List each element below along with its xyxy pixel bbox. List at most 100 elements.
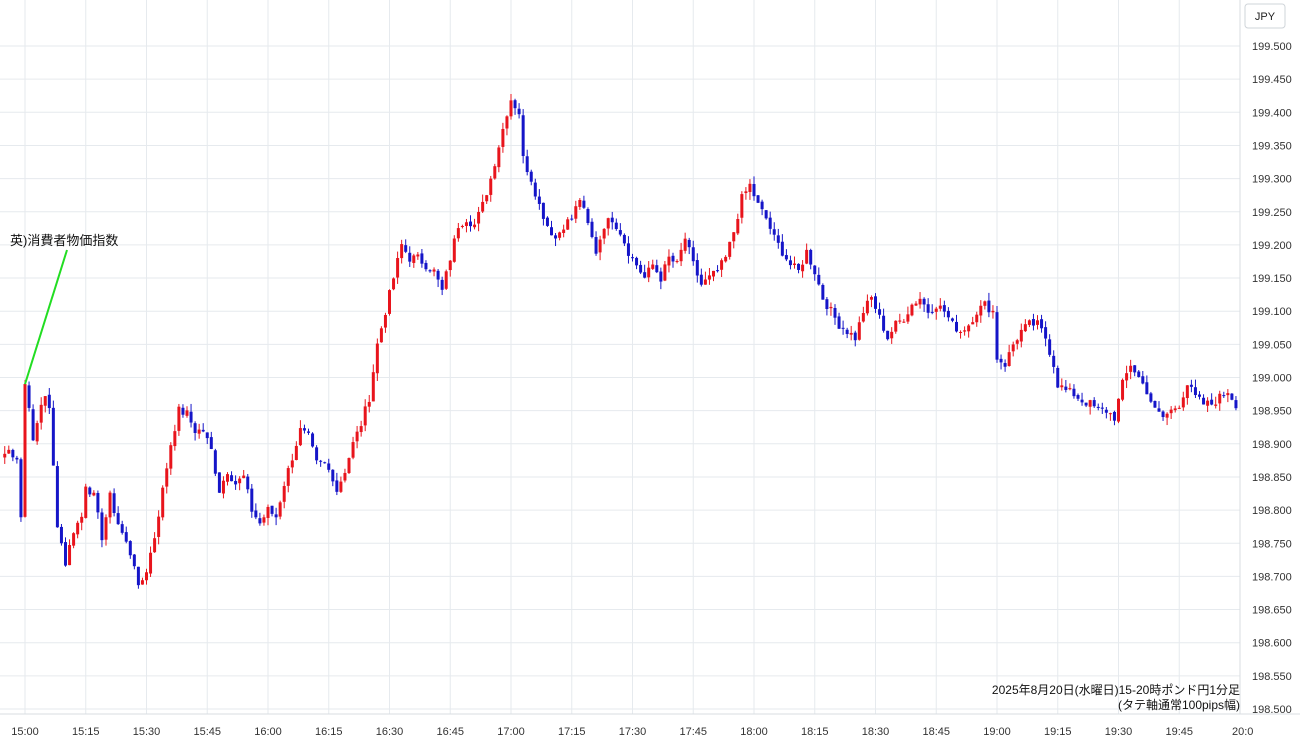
candle-body	[845, 329, 849, 335]
candle-body	[1125, 373, 1129, 381]
candle-body	[31, 409, 35, 441]
candle-body	[1092, 400, 1096, 407]
currency-label: JPY	[1255, 11, 1276, 23]
candle-body	[379, 328, 383, 343]
time-tick-label: 19:30	[1105, 726, 1133, 738]
candle-body	[1189, 384, 1193, 387]
candle-body	[136, 566, 140, 586]
price-tick-label: 199.450	[1252, 74, 1292, 86]
candle-body	[841, 327, 845, 329]
candle-body	[1031, 319, 1035, 326]
candle-body	[497, 147, 501, 168]
candle-body	[780, 241, 784, 256]
currency-label-box[interactable]	[1244, 3, 1286, 29]
price-tick-label: 199.050	[1252, 339, 1292, 351]
candle-body	[687, 239, 691, 248]
candle-body	[436, 270, 440, 280]
price-tick-label: 199.500	[1252, 41, 1292, 53]
time-tick-label: 15:15	[72, 726, 100, 738]
candle-body	[910, 304, 914, 316]
candle-body	[545, 217, 549, 226]
candle-body	[991, 310, 995, 313]
candle-body	[707, 275, 711, 280]
price-tick-label: 198.850	[1252, 472, 1292, 484]
candle-body	[874, 296, 877, 309]
candle-body	[1100, 407, 1104, 409]
price-tick-label: 199.100	[1252, 306, 1292, 318]
price-tick-label: 199.300	[1252, 174, 1292, 186]
candle-body	[254, 510, 258, 518]
time-axis: 15:00 15:15 15:30 15:45 16:00 16:15 16:30 16:45…	[11, 726, 1253, 738]
candle-body	[712, 270, 715, 277]
candle-body	[145, 572, 148, 581]
time-tick-label: 19:15	[1044, 726, 1072, 738]
grid	[0, 0, 1241, 714]
time-tick-label: 17:45	[679, 726, 707, 738]
candle-body	[1161, 411, 1165, 418]
time-tick-label: 16:45	[436, 726, 464, 738]
candle-body	[161, 487, 165, 518]
candle-body	[590, 221, 594, 237]
candle-body	[578, 199, 582, 207]
time-tick-label: 18:00	[740, 726, 768, 738]
candle-body	[950, 318, 954, 321]
candle-body	[298, 428, 302, 446]
candle-body	[197, 429, 201, 434]
candle-body	[1088, 400, 1092, 407]
candle-body	[367, 401, 371, 407]
candle-body	[64, 542, 67, 566]
candle-body	[594, 237, 598, 254]
candle-body	[205, 432, 209, 439]
time-tick-label: 15:45	[193, 726, 221, 738]
candle-body	[181, 407, 185, 415]
candle-body	[906, 314, 910, 322]
candle-body	[979, 305, 983, 316]
price-tick-label: 198.900	[1252, 439, 1292, 451]
candle-body	[400, 244, 404, 259]
annotation-pointer-line	[24, 249, 68, 385]
candle-body	[537, 196, 541, 204]
candle-body	[691, 247, 695, 262]
candle-body	[132, 554, 136, 567]
candle-body	[695, 260, 699, 276]
candle-body	[473, 224, 477, 228]
candle-body	[209, 437, 213, 450]
candle-body	[1214, 404, 1218, 406]
candle-body	[886, 330, 890, 340]
candle-body	[116, 513, 120, 525]
candle-body	[323, 462, 327, 464]
price-tick-label: 199.250	[1252, 207, 1292, 219]
time-tick-label: 20:0	[1232, 726, 1253, 738]
candle-body	[643, 272, 647, 278]
candle-body	[501, 128, 505, 147]
candle-body	[837, 316, 841, 329]
candle-body	[477, 211, 481, 224]
candle-body	[307, 431, 310, 433]
candle-body	[464, 222, 468, 226]
candle-body	[554, 235, 558, 239]
candle-body	[946, 310, 950, 318]
candle-body	[331, 469, 335, 482]
candle-body	[343, 472, 347, 481]
candle-body	[784, 255, 788, 260]
candle-body	[363, 406, 367, 426]
candle-body	[359, 426, 363, 433]
candle-body	[1019, 329, 1023, 342]
candle-body	[533, 182, 537, 197]
candle-body	[59, 526, 63, 544]
candle-body	[728, 241, 732, 257]
candle-body	[420, 253, 424, 264]
candle-body	[809, 249, 813, 265]
candle-body	[238, 478, 242, 484]
candle-body	[258, 518, 262, 524]
candle-body	[861, 313, 865, 322]
candle-body	[618, 230, 622, 235]
candle-body	[469, 221, 472, 227]
candle-body	[1011, 344, 1015, 352]
candle-body	[408, 252, 412, 262]
candle-body	[1060, 385, 1064, 388]
candle-body	[351, 442, 355, 458]
time-tick-label: 18:30	[862, 726, 890, 738]
candle-body	[355, 431, 359, 442]
candle-body	[1068, 388, 1072, 390]
